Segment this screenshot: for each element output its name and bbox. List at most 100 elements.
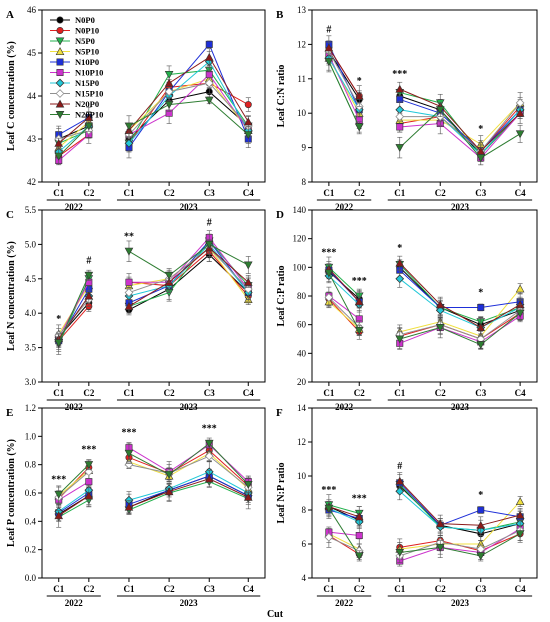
series-N0P0 [325,47,524,162]
x-tick-label: C1 [394,188,405,198]
data-point [204,52,214,61]
series-line [58,125,90,140]
series-line [328,506,360,521]
data-point [476,154,486,163]
x-tick-label: C2 [83,584,94,594]
data-point [395,258,405,267]
series-N20P10 [324,52,525,163]
y-tick-label: 0.4 [25,516,37,526]
significance-marker: # [397,461,402,472]
data-point [243,261,253,270]
data-point [515,497,525,506]
x-tick-label: C1 [394,584,405,594]
x-tick-label: C2 [435,584,446,594]
data-point [395,274,405,284]
series-line [128,481,249,511]
x-tick-label: C3 [204,584,215,594]
x-tick-label: C3 [204,388,215,398]
series-line [399,288,521,337]
data-point [84,291,94,300]
x-tick-label: C1 [394,388,405,398]
data-point [243,131,253,140]
data-point [164,271,174,280]
panel-label: C [6,209,14,221]
x-tick-label: C4 [243,584,254,594]
legend-marker [55,78,65,88]
y-axis-title: Leaf C concentration (%) [6,41,17,151]
legend-entry: N0P0 [75,15,95,25]
significance-marker: * [478,490,483,501]
y-tick-label: 43 [27,134,37,144]
year-label: 2022 [65,598,84,608]
data-point [477,303,485,311]
legend-entry: N15P0 [75,78,99,88]
data-point [84,461,94,470]
significance-marker: *** [392,69,407,80]
y-tick-label: 100 [293,262,307,272]
legend-marker [55,37,65,46]
series-line [399,269,521,308]
series-line [328,533,360,550]
panel-A: A 42 43 44 45 46 Leaf C concentration (%) C1 C2 C… [6,5,266,212]
significance-marker: *** [352,276,367,287]
y-tick-label: 4.0 [25,308,37,318]
legend-marker [55,111,65,119]
data-point [204,240,214,249]
y-tick-label: 9 [302,143,307,153]
x-tick-label: C1 [323,188,334,198]
data-point [396,123,404,131]
x-tick-label: C4 [515,388,526,398]
y-axis-title: Leaf P concentration (%) [6,439,17,547]
series-line [328,295,360,320]
data-point [435,324,445,332]
data-point [124,449,134,458]
series-line [399,482,521,526]
data-point [54,339,64,348]
data-point [124,460,134,470]
series-line [328,51,360,100]
y-tick-label: 4 [302,573,307,583]
series-line [399,109,521,159]
plot-frame [311,9,538,183]
series-line [328,509,360,519]
series-line [328,301,360,330]
series-line [328,51,360,107]
series-line [58,489,90,512]
data-point [515,108,525,117]
legend-entry: N10P10 [75,68,103,78]
data-point [354,123,364,132]
x-tick-label: C1 [323,388,334,398]
x-tick-label: C1 [123,584,134,594]
data-point [85,478,93,486]
y-tick-label: 3.5 [25,343,37,353]
data-point [324,269,334,278]
significance-marker: *** [321,247,336,258]
y-axis-title: Leaf C:N ratio [276,65,287,128]
data-point [244,101,252,109]
x-tick-label: C1 [123,388,134,398]
y-tick-label: 20 [297,377,307,387]
year-label: 2023 [180,402,199,412]
data-point [164,78,174,87]
data-point [324,532,334,542]
y-tick-label: 8 [302,177,307,187]
y-tick-label: 140 [293,205,307,215]
series-line [58,499,90,518]
x-tick-label: C1 [53,584,64,594]
data-point [125,278,133,286]
data-point [243,277,253,286]
series-line [328,275,360,305]
y-tick-label: 12 [297,437,306,447]
significance-marker: *** [121,428,136,439]
x-tick-label: C3 [475,188,486,198]
panel-label: F [276,407,283,419]
series-line [58,129,90,144]
data-point [476,323,486,332]
data-point [204,439,214,448]
data-point [354,91,364,100]
data-point [395,476,405,485]
panel-label: D [276,209,284,221]
series-line [128,69,249,144]
series-N0P10 [55,240,252,348]
data-point [515,98,525,108]
